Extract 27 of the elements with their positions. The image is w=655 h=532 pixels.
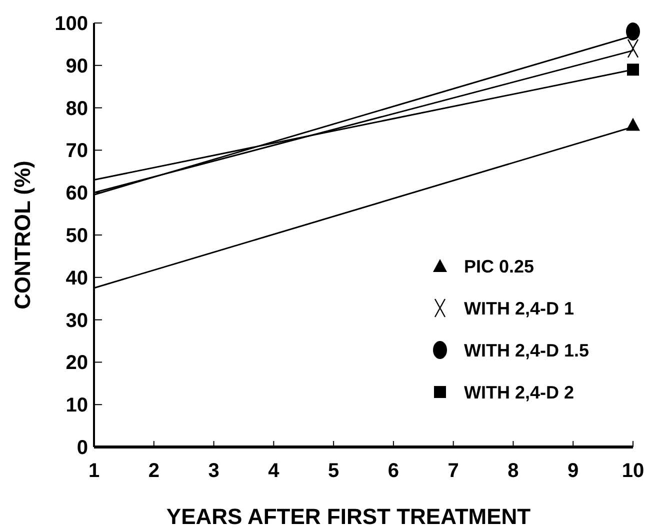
y-tick-label: 80 [66, 98, 88, 120]
y-tick-label: 40 [66, 267, 88, 290]
x-tick-label: 2 [148, 460, 160, 482]
x-tick-label: 3 [208, 460, 220, 482]
y-tick-label: 100 [54, 13, 88, 35]
legend-label: WITH 2,4-D 1 [464, 298, 574, 318]
x-tick-label: 7 [448, 460, 459, 482]
y-tick-label: 50 [66, 225, 88, 247]
y-tick-label: 20 [66, 352, 88, 374]
legend-label: WITH 2,4-D 2 [464, 382, 574, 402]
y-tick-label: 60 [66, 182, 88, 205]
x-tick-label: 8 [508, 460, 519, 482]
x-tick-label: 6 [388, 460, 400, 482]
y-tick-label: 0 [76, 437, 88, 459]
y-axis-title: CONTROL (%) [10, 160, 35, 310]
y-tick-label: 10 [66, 394, 88, 417]
y-tick-label: 30 [66, 310, 88, 332]
x-tick-label: 1 [88, 460, 100, 482]
legend-label: WITH 2,4-D 1.5 [464, 340, 590, 360]
x-tick-label: 10 [622, 460, 644, 482]
y-tick-label: 90 [66, 55, 88, 78]
x-tick-label: 4 [268, 460, 280, 482]
x-tick-label: 9 [568, 460, 579, 482]
legend-label: PIC 0.25 [464, 256, 534, 276]
x-axis-title: YEARS AFTER FIRST TREATMENT [166, 504, 532, 529]
x-tick-label: 5 [328, 460, 340, 482]
y-tick-label: 70 [66, 140, 88, 162]
